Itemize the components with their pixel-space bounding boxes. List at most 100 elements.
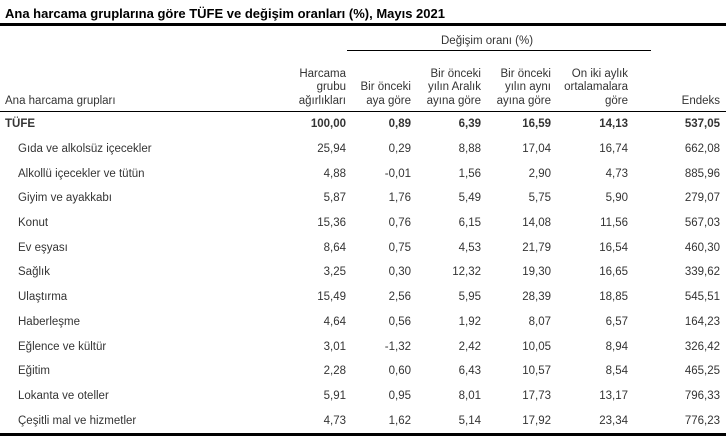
cell-value: 16,65: [599, 266, 629, 279]
col-header-yilin-ayni-ayina-gore: Bir önceki yılın aynı ayına göre: [481, 51, 551, 112]
group-header-row: Değişim oranı (%): [0, 26, 726, 51]
cell-value: 14,13: [599, 118, 629, 131]
cell-value: 6,43: [458, 365, 481, 378]
col-header-yilin-aralik-ayina-gore: Bir önceki yılın Aralık ayına göre: [411, 51, 481, 112]
table-row: Gıda ve alkolsüz içecekler 25,94 0,29 8,88 1…: [0, 137, 726, 162]
cell-value: 17,04: [522, 143, 551, 156]
group-header-degisim-orani: Değişim oranı (%): [346, 26, 652, 51]
cell-value: 16,54: [599, 241, 629, 254]
cell-value: 5,91: [323, 389, 346, 402]
cell-value: 545,51: [684, 291, 721, 304]
cell-value: 2,90: [528, 167, 551, 180]
cell-value: 5,95: [458, 291, 481, 304]
cell-value: 460,30: [684, 241, 721, 254]
cell-value: 4,88: [323, 167, 346, 180]
cell-value: 3,25: [323, 266, 346, 279]
row-label: Gıda ve alkolsüz içecekler: [18, 143, 152, 156]
row-label: Alkollü içecekler ve tütün: [18, 167, 145, 180]
cell-value: 5,90: [605, 192, 629, 205]
cell-value: 0,30: [388, 266, 411, 279]
cell-value: 567,03: [684, 217, 721, 230]
cell-value: 8,94: [605, 340, 629, 353]
row-label: Eğlence ve kültür: [18, 340, 107, 353]
cell-value: 12,32: [452, 266, 481, 279]
cell-value: 2,42: [458, 340, 481, 353]
cell-value: 15,36: [317, 217, 346, 230]
row-label: Giyim ve ayakkabı: [18, 192, 112, 205]
table-row: Ulaştırma 15,49 2,56 5,95 28,39 18,85 545,51: [0, 285, 726, 310]
cell-value: 885,96: [684, 167, 721, 180]
cell-value: 17,92: [522, 414, 551, 427]
row-label: Lokanta ve oteller: [18, 389, 109, 402]
col-header-harcama-grubu-agirliklari: Harcama grubu ağırlıkları: [285, 51, 346, 112]
cell-value: -0,01: [384, 167, 411, 180]
table-row: Giyim ve ayakkabı 5,87 1,76 5,49 5,75 5,90 279…: [0, 186, 726, 211]
cell-value: 0,89: [388, 118, 411, 131]
cell-value: 164,23: [684, 315, 721, 328]
cell-value: 796,33: [684, 389, 721, 402]
cell-value: 23,34: [599, 414, 629, 427]
cell-value: 0,56: [388, 315, 411, 328]
group-header-spacer-right: [628, 26, 726, 51]
cell-value: 1,56: [458, 167, 481, 180]
cell-value: 279,07: [684, 192, 721, 205]
cell-value: 16,74: [599, 143, 629, 156]
page-title: Ana harcama gruplarına göre TÜFE ve deği…: [0, 0, 726, 26]
row-label: Ulaştırma: [18, 291, 68, 304]
cell-value: 4,73: [605, 167, 629, 180]
col-header-bir-onceki-aya-gore: Bir önceki aya göre: [346, 51, 411, 112]
cell-value: 8,01: [458, 389, 481, 402]
cell-value: 8,88: [458, 143, 481, 156]
group-header-underline: [347, 50, 652, 51]
cell-value: 339,62: [684, 266, 721, 279]
table-row: Alkollü içecekler ve tütün 4,88 -0,01 1,56 2…: [0, 161, 726, 186]
cell-value: 2,28: [323, 365, 346, 378]
cell-value: 6,15: [458, 217, 481, 230]
cell-value: 5,87: [323, 192, 346, 205]
cell-value: 662,08: [684, 143, 721, 156]
table-row: Sağlık 3,25 0,30 12,32 19,30 16,65 339,62: [0, 260, 726, 285]
cell-value: 0,76: [388, 217, 411, 230]
table-row: Konut 15,36 0,76 6,15 14,08 11,56 567,03: [0, 211, 726, 236]
cell-value: 537,05: [684, 118, 721, 131]
row-label: Haberleşme: [18, 315, 80, 328]
cell-value: 4,64: [323, 315, 346, 328]
table-header-row: Ana harcama grupları Harcama grubu ağırl…: [0, 51, 726, 112]
table-row: Haberleşme 4,64 0,56 1,92 8,07 6,57 164,23: [0, 310, 726, 335]
table-row: Eğlence ve kültür 3,01 -1,32 2,42 10,05 8,94 3…: [0, 334, 726, 359]
cell-value: -1,32: [384, 340, 411, 353]
row-label: Sağlık: [18, 266, 50, 279]
cell-value: 0,95: [388, 389, 411, 402]
row-label: Konut: [18, 217, 49, 230]
group-header-spacer: [0, 26, 346, 51]
table-row: Lokanta ve oteller 5,91 0,95 8,01 17,73 13,17…: [0, 384, 726, 409]
cell-value: 25,94: [317, 143, 346, 156]
cell-value: 11,56: [600, 217, 629, 230]
cell-value: 8,54: [605, 365, 629, 378]
cell-value: 14,08: [522, 217, 551, 230]
cell-value: 3,01: [323, 340, 346, 353]
cell-value: 13,17: [599, 389, 629, 402]
row-label: Çeşitli mal ve hizmetler: [18, 414, 137, 427]
cell-value: 1,62: [388, 414, 411, 427]
cell-value: 8,07: [528, 315, 551, 328]
cell-value: 28,39: [522, 291, 551, 304]
cell-value: 0,29: [388, 143, 411, 156]
cell-value: 15,49: [317, 291, 346, 304]
cell-value: 1,76: [388, 192, 411, 205]
cell-value: 10,05: [522, 340, 551, 353]
cell-value: 18,85: [599, 291, 629, 304]
cell-value: 6,57: [605, 315, 629, 328]
col-header-endeks: Endeks: [628, 51, 726, 112]
cell-value: 21,79: [522, 241, 551, 254]
table-row: Ev eşyası 8,64 0,75 4,53 21,79 16,54 460,30: [0, 235, 726, 260]
cell-value: 5,75: [528, 192, 551, 205]
table-body: TÜFE 100,00 0,89 6,39 16,59 14,13 537,05 Gıda v…: [0, 112, 726, 435]
cell-value: 0,60: [388, 365, 411, 378]
cell-value: 5,14: [458, 414, 481, 427]
group-header-label: Değişim oranı (%): [441, 35, 534, 47]
col-header-on-iki-aylik-ortalamalara-gore: On iki aylık ortalamalara göre: [551, 51, 629, 112]
cell-value: 2,56: [388, 291, 411, 304]
cell-value: 776,23: [684, 414, 721, 427]
